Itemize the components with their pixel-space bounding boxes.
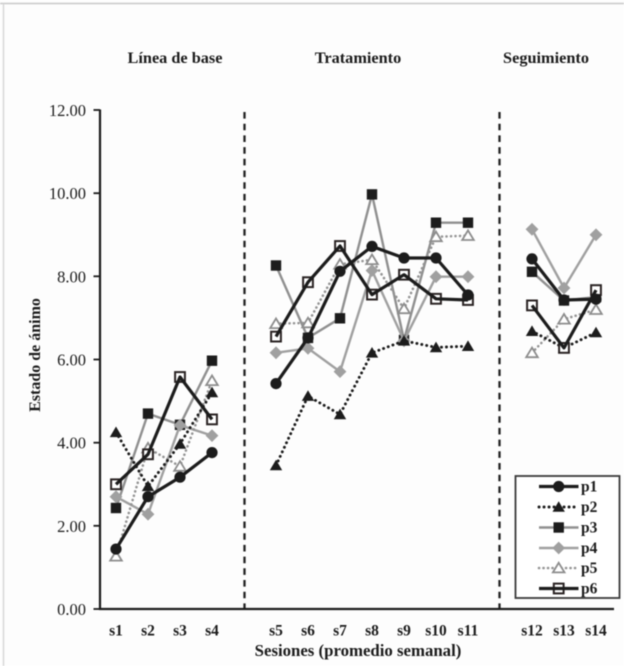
svg-text:p5: p5 [581,560,598,577]
svg-text:s1: s1 [109,623,123,640]
svg-text:s13: s13 [553,623,575,640]
svg-text:p6: p6 [581,581,598,598]
svg-text:2.00: 2.00 [57,517,86,536]
svg-text:p3: p3 [581,520,598,537]
svg-text:s7: s7 [333,623,347,640]
svg-text:10.00: 10.00 [49,184,86,203]
svg-text:12.00: 12.00 [49,101,86,120]
svg-text:p4: p4 [581,540,598,557]
svg-text:s8: s8 [365,623,379,640]
svg-text:s12: s12 [521,623,543,640]
svg-text:Seguimiento: Seguimiento [503,48,589,67]
svg-text:s5: s5 [269,623,283,640]
svg-text:s6: s6 [301,623,315,640]
svg-text:s11: s11 [458,623,479,640]
svg-text:s4: s4 [205,623,219,640]
svg-text:8.00: 8.00 [57,267,86,286]
svg-text:Estado de ánimo: Estado de ánimo [27,298,44,412]
svg-text:p2: p2 [581,499,598,516]
svg-text:4.00: 4.00 [57,434,86,453]
svg-text:s10: s10 [425,623,447,640]
svg-text:s14: s14 [585,623,607,640]
svg-text:Línea de base: Línea de base [128,48,223,67]
svg-text:s9: s9 [397,623,411,640]
svg-text:s2: s2 [141,623,155,640]
svg-text:s3: s3 [173,623,187,640]
svg-text:Tratamiento: Tratamiento [315,48,402,67]
svg-text:6.00: 6.00 [57,351,86,370]
svg-text:0.00: 0.00 [57,600,86,619]
svg-text:p1: p1 [581,479,597,496]
svg-text:Sesiones (promedio semanal): Sesiones (promedio semanal) [255,641,462,660]
